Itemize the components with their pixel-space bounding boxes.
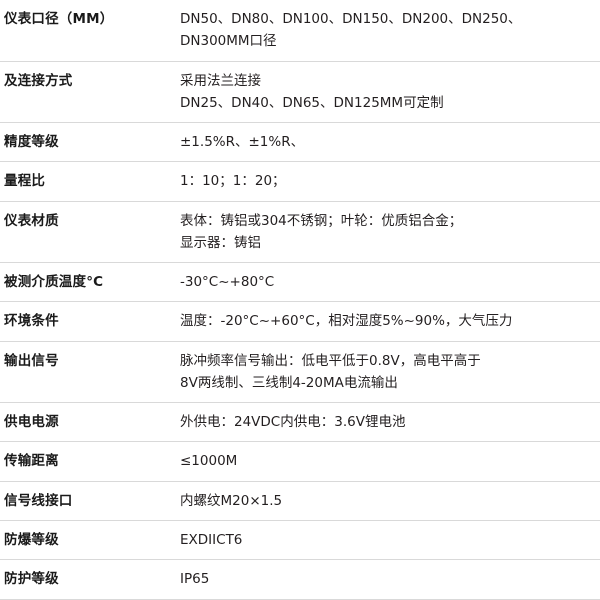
spec-value-line: DN300MM口径 [180, 33, 277, 50]
table-row: 输出信号 脉冲频率信号输出：低电平低于0.8V，高电平高于 8V两线制、三线制4-2… [0, 341, 600, 403]
spec-value-line: 脉冲频率信号输出：低电平低于0.8V，高电平高于 [180, 352, 481, 369]
table-row: 信号线接口 内螺纹M20×1.5 [0, 481, 600, 521]
spec-value: IP65 [174, 560, 600, 599]
table-row: 量程比 1：10；1：20； [0, 162, 600, 202]
spec-label: 信号线接口 [4, 492, 73, 509]
spec-label: 环境条件 [4, 313, 59, 330]
spec-value-line: 表体：铸铝或304不锈钢；叶轮：优质铝合金； [180, 212, 463, 229]
spec-value-line: 采用法兰连接 [180, 72, 261, 89]
spec-label: 传输距离 [4, 453, 59, 470]
table-row: 仪表口径（MM） DN50、DN80、DN100、DN150、DN200、DN25… [0, 0, 600, 62]
spec-value-line: DN50、DN80、DN100、DN150、DN200、DN250、 [180, 11, 522, 27]
table-row: 被测介质温度°C -30°C~+80°C [0, 263, 600, 302]
spec-label: 精度等级 [4, 134, 59, 151]
spec-value: ±1.5%R、±1%R、 [174, 123, 600, 162]
spec-value: 表体：铸铝或304不锈钢；叶轮：优质铝合金； 显示器：铸铝 [174, 201, 600, 263]
spec-value-line: 外供电：24VDC内供电：3.6V锂电池 [180, 414, 406, 431]
spec-label: 仪表口径（MM） [4, 11, 114, 27]
spec-value-line: -30°C~+80°C [180, 274, 275, 291]
table-row: 环境条件 温度：-20°C~+60°C，相对湿度5%~90%，大气压力 [0, 302, 600, 342]
table-row: 供电电源 外供电：24VDC内供电：3.6V锂电池 [0, 403, 600, 442]
spec-value: DN50、DN80、DN100、DN150、DN200、DN250、 DN300M… [174, 0, 600, 61]
spec-label: 供电电源 [4, 414, 59, 431]
spec-label: 量程比 [4, 173, 46, 190]
spec-value-line: ±1.5%R、±1%R、 [180, 134, 305, 151]
spec-value: 温度：-20°C~+60°C，相对湿度5%~90%，大气压力 [174, 302, 600, 341]
spec-value: 1：10；1：20； [174, 162, 600, 201]
spec-value: EXDIICT6 [174, 520, 600, 559]
spec-value: 外供电：24VDC内供电：3.6V锂电池 [174, 403, 600, 442]
spec-value-line: IP65 [180, 571, 210, 588]
spec-label: 及连接方式 [4, 72, 73, 89]
spec-value-line: 1：10；1：20； [180, 173, 286, 190]
spec-label: 被测介质温度°C [4, 274, 104, 291]
spec-value: 脉冲频率信号输出：低电平低于0.8V，高电平高于 8V两线制、三线制4-20MA电… [174, 341, 600, 403]
spec-value-line: 8V两线制、三线制4-20MA电流输出 [180, 374, 398, 391]
spec-value-line: 温度：-20°C~+60°C，相对湿度5%~90%，大气压力 [180, 313, 513, 330]
spec-value: ≤1000M [174, 442, 600, 481]
spec-value: 内螺纹M20×1.5 [174, 481, 600, 520]
spec-value-line: EXDIICT6 [180, 531, 243, 548]
spec-value-line: 显示器：铸铝 [180, 234, 261, 251]
table-row: 防爆等级 EXDIICT6 [0, 520, 600, 560]
table-row: 精度等级 ±1.5%R、±1%R、 [0, 123, 600, 162]
spec-value-line: 内螺纹M20×1.5 [180, 492, 283, 509]
table-row: 传输距离 ≤1000M [0, 442, 600, 482]
spec-value-line: ≤1000M [180, 453, 238, 470]
table-row: 防护等级 IP65 [0, 560, 600, 600]
spec-label: 防爆等级 [4, 531, 59, 548]
spec-label: 防护等级 [4, 571, 59, 588]
table-row: 及连接方式 采用法兰连接 DN25、DN40、DN65、DN125MM可定制 [0, 61, 600, 123]
spec-label: 仪表材质 [4, 212, 59, 229]
spec-value: -30°C~+80°C [174, 263, 600, 302]
spec-label: 输出信号 [4, 352, 59, 369]
table-row: 仪表材质 表体：铸铝或304不锈钢；叶轮：优质铝合金； 显示器：铸铝 [0, 201, 600, 263]
spec-value: 采用法兰连接 DN25、DN40、DN65、DN125MM可定制 [174, 61, 600, 123]
spec-value-line: DN25、DN40、DN65、DN125MM可定制 [180, 94, 444, 111]
